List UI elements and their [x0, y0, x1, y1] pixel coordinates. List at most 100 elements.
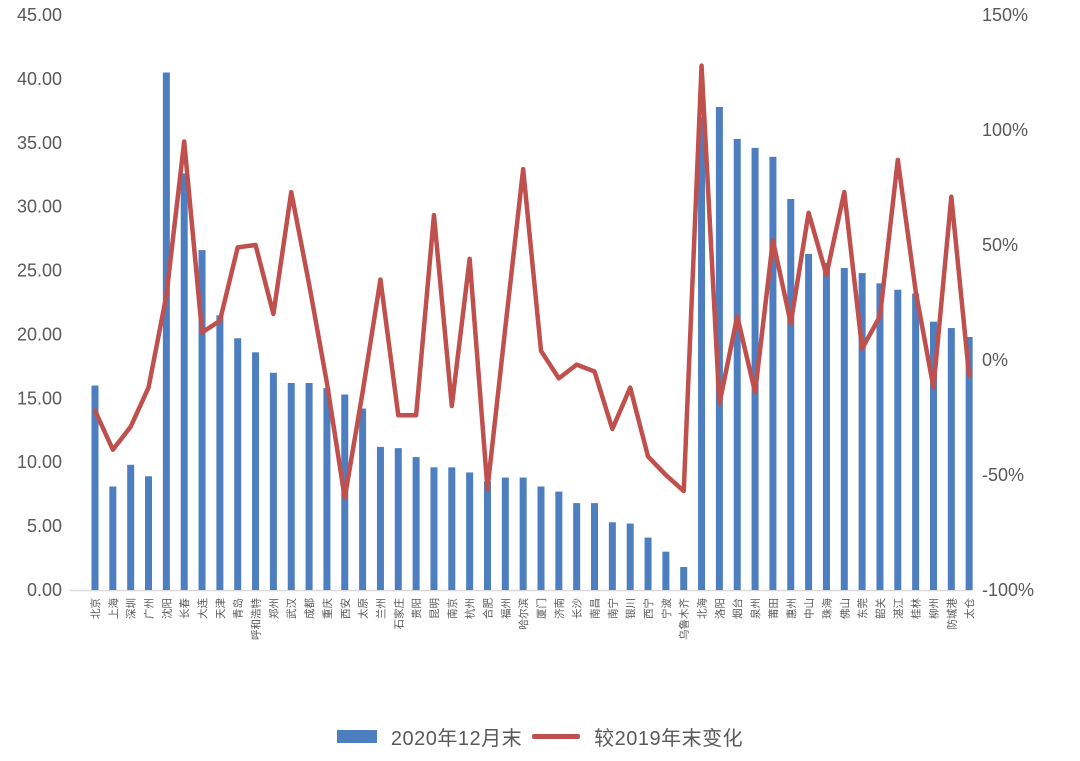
bar	[269, 372, 277, 590]
bar	[537, 486, 545, 590]
bar	[359, 408, 367, 590]
chart-legend: 2020年12月末 较2019年末变化	[0, 722, 1080, 751]
x-axis-category-label: 武汉	[285, 598, 298, 619]
x-axis-category-label: 湛江	[893, 598, 905, 619]
x-axis-category-label: 昆明	[429, 598, 441, 619]
x-axis-category-label: 太仓	[963, 598, 976, 619]
x-axis-category-label: 北海	[696, 598, 709, 619]
right-axis-tick: 100%	[982, 120, 1028, 140]
x-axis-category-label: 兰州	[374, 598, 387, 619]
bar	[305, 383, 313, 590]
trend-line	[92, 63, 972, 501]
x-axis-category-label: 泉州	[749, 598, 762, 619]
left-axis-tick: 45.00	[17, 5, 62, 25]
x-axis-category-label: 佛山	[838, 598, 851, 619]
bar	[127, 464, 135, 590]
bar	[787, 199, 795, 590]
left-axis-tick: 25.00	[17, 261, 62, 281]
left-axis-tick: 0.00	[27, 580, 62, 600]
x-axis-category-label: 大连	[196, 598, 209, 619]
x-axis-category-label: 贵阳	[410, 598, 423, 619]
x-axis-category-label: 福州	[499, 598, 512, 619]
x-axis-category-label: 洛阳	[713, 598, 726, 619]
bar	[573, 503, 581, 590]
bar	[412, 457, 420, 590]
x-axis-category-label: 天津	[215, 598, 227, 619]
x-axis-category-label: 烟台	[731, 598, 744, 619]
x-axis-category-label: 防城港	[945, 598, 958, 630]
left-axis-tick: 15.00	[17, 388, 62, 408]
x-axis-category-label: 杭州	[464, 598, 477, 619]
left-axis-tick: 30.00	[17, 197, 62, 217]
bar	[501, 477, 509, 590]
left-axis-tick: 35.00	[17, 133, 62, 153]
x-axis-category-label: 南宁	[606, 598, 619, 619]
bar	[840, 268, 848, 590]
bar	[680, 567, 688, 590]
x-axis-category-label: 呼和浩特	[251, 598, 263, 640]
bar	[591, 503, 599, 590]
bar	[751, 147, 759, 590]
right-axis-tick: -100%	[982, 580, 1034, 600]
left-axis-tick: 5.00	[27, 516, 62, 536]
x-axis-category-label: 北京	[89, 598, 102, 619]
x-axis-category-label: 郑州	[267, 598, 280, 619]
bar	[162, 72, 170, 590]
x-axis-category-label: 厦门	[535, 598, 548, 619]
x-axis-category-label: 西宁	[642, 598, 655, 619]
right-axis-tick: 50%	[982, 235, 1018, 255]
x-axis-category-label: 桂林	[910, 598, 923, 619]
legend-bar-swatch-icon	[336, 730, 377, 743]
right-axis-tick: 0%	[982, 350, 1008, 370]
x-axis-category-label: 南京	[446, 598, 459, 619]
bar	[733, 138, 741, 590]
x-axis-category-label: 济南	[553, 598, 566, 619]
bar	[252, 352, 260, 590]
x-axis-category-label: 长沙	[572, 598, 584, 619]
bar	[626, 523, 634, 590]
bar	[519, 477, 527, 590]
bar	[394, 448, 402, 590]
x-axis-category-label: 重庆	[321, 598, 334, 620]
x-axis-category-label: 银川	[624, 598, 637, 619]
x-axis-category-label: 石家庄	[392, 598, 405, 630]
x-axis-category-label: 南昌	[589, 598, 602, 619]
x-axis-category-label: 珠海	[820, 598, 833, 619]
left-axis-tick: 10.00	[17, 452, 62, 472]
bar	[822, 262, 830, 590]
x-axis-category-label: 深圳	[126, 598, 138, 619]
legend-bar-label: 2020年12月末	[390, 728, 523, 750]
bar	[216, 315, 224, 590]
bar	[376, 446, 384, 590]
x-axis-category-label: 长春	[179, 598, 191, 619]
bar	[644, 537, 652, 590]
x-axis-category-label: 青岛	[232, 598, 245, 619]
bar	[483, 481, 491, 590]
x-axis-category-label: 乌鲁木齐	[678, 598, 691, 640]
bar	[555, 491, 563, 590]
bar	[769, 156, 777, 591]
x-axis-category-label: 柳州	[927, 598, 940, 619]
x-axis-category-label: 上海	[107, 598, 120, 619]
x-axis-category-label: 宁波	[660, 598, 673, 619]
x-axis-category-label: 成都	[304, 598, 316, 620]
bar	[466, 472, 474, 590]
bar	[858, 273, 866, 590]
bar	[430, 467, 438, 590]
right-axis-tick: -50%	[982, 465, 1024, 485]
bar	[876, 283, 884, 590]
x-axis-category-label: 太原	[357, 598, 370, 619]
bar	[145, 476, 153, 590]
bar	[234, 338, 242, 590]
bar	[662, 551, 670, 590]
bar	[198, 250, 206, 590]
left-axis-tick: 20.00	[17, 324, 62, 344]
bar	[109, 486, 117, 590]
bar	[287, 383, 295, 590]
legend-line-label: 较2019年末变化	[594, 728, 744, 750]
legend-line-swatch-icon	[532, 734, 581, 739]
x-axis-category-label: 韶关	[874, 598, 887, 619]
bar	[912, 293, 920, 590]
